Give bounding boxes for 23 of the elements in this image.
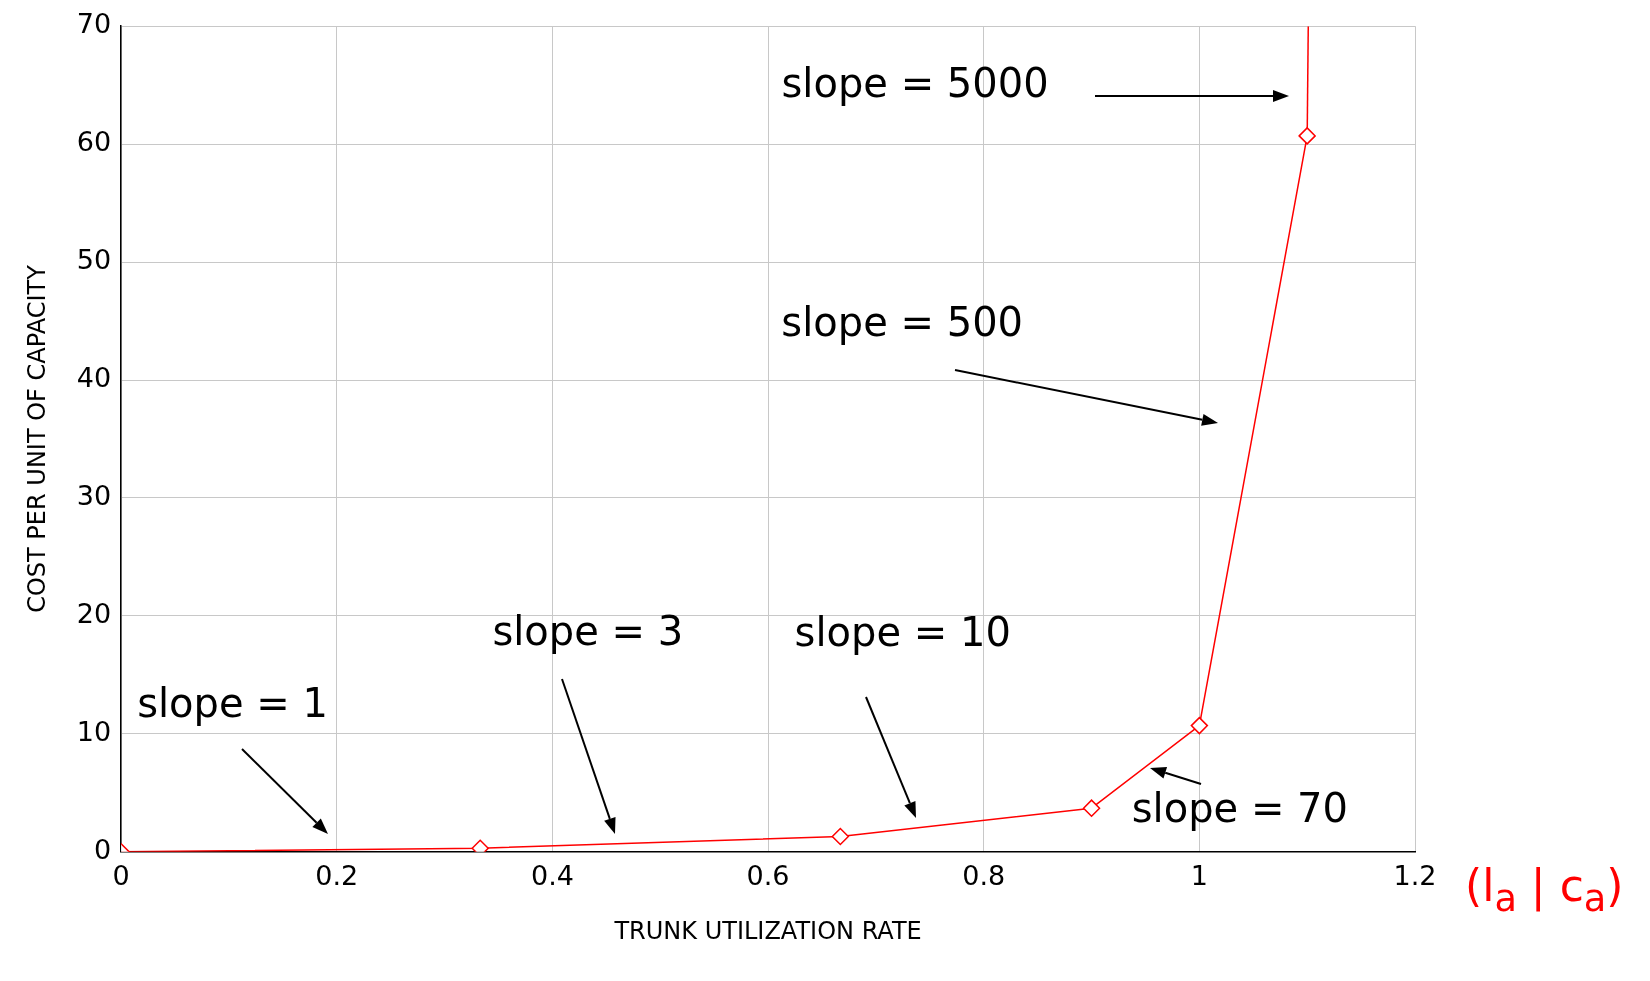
x-tick-label: 0.4 [530,860,574,892]
y-tick-label: 50 [76,244,112,276]
x-tick-label: 0.2 [315,860,359,892]
y-tick-label: 70 [76,8,112,40]
annotation: slope = 70 [1131,785,1349,832]
y-tick-label: 60 [76,126,112,158]
y-axis-title: COST PER UNIT OF CAPACITY [22,264,51,613]
annotation: slope = 5000 [781,59,1049,106]
x-tick-label: 1.2 [1393,860,1437,892]
y-tick-label: 0 [93,833,112,865]
y-tick-label: 20 [76,597,112,629]
annotation: slope = 500 [781,299,1024,346]
x-tick-label: 1 [1190,860,1208,892]
x-axis-title: TRUNK UTILIZATION RATE [613,916,922,945]
annotation: slope = 3 [492,608,684,655]
x-tick-label: 0.8 [962,860,1006,892]
annotation: slope = 10 [794,608,1011,655]
text: (l$_{a}$ | c$_{a}$) [1465,859,1624,920]
y-tick-label: 30 [76,479,112,511]
y-tick-label: 10 [76,715,112,747]
x-tick-label: 0.6 [746,860,790,892]
annotation: slope = 1 [137,680,328,727]
y-tick-label: 40 [76,362,112,394]
